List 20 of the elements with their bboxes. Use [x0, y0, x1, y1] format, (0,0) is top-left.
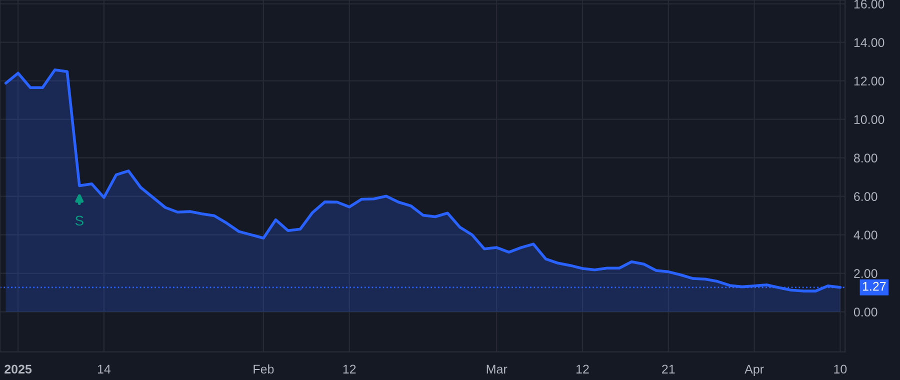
- x-tick-label: 12: [343, 364, 356, 374]
- x-tick-label: Mar: [486, 364, 508, 374]
- x-tick-label: 2025: [4, 364, 32, 374]
- y-tick-label: 16.00: [854, 0, 884, 8]
- x-tick-label: 14: [98, 364, 111, 374]
- annotation: S: [75, 216, 84, 226]
- x-tick-label: 12: [576, 364, 589, 374]
- y-tick-label: 4.00: [854, 230, 878, 240]
- y-tick-label: 2.00: [854, 269, 878, 278]
- x-tick-label: Feb: [254, 364, 274, 374]
- x-tick-label: Apr: [744, 364, 764, 376]
- y-tick-label: 10.00: [854, 115, 884, 124]
- x-tick-label: 21: [662, 364, 675, 374]
- y-tick-label: 12.00: [854, 76, 884, 86]
- y-tick-label: 6.00: [854, 192, 878, 201]
- y-tick-label: 14.00: [854, 38, 884, 47]
- x-tick-label: 10: [834, 364, 847, 374]
- y-tick-label: 8.00: [854, 154, 878, 162]
- y-tick-label: 0.00: [854, 308, 878, 316]
- ref-line-label: 1.27: [862, 282, 886, 291]
